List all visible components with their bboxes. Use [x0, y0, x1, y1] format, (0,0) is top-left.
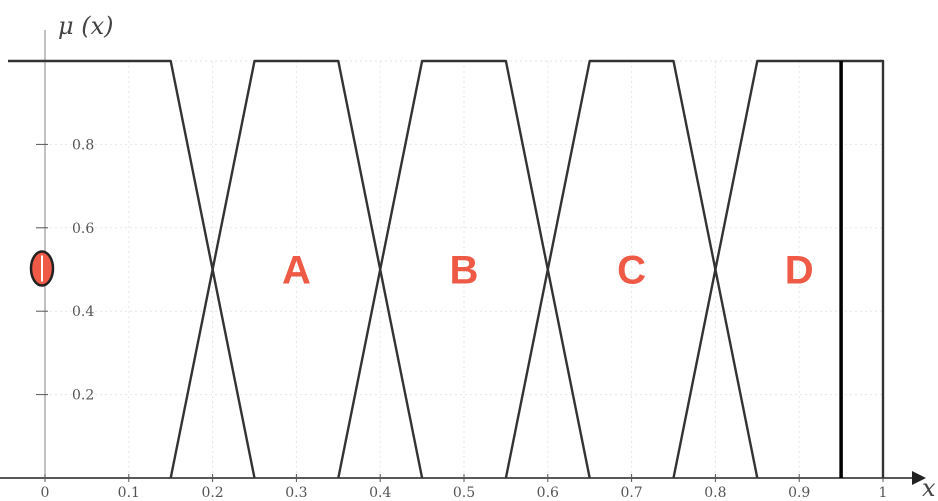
x-tick-label: 0.3 [285, 485, 307, 501]
x-tick-label: 1 [879, 485, 888, 501]
membership-functions [8, 59, 885, 479]
x-tick-label: 0.8 [704, 485, 726, 501]
y-tick-label: 0.8 [72, 137, 94, 153]
set-labels: OABCD [29, 249, 814, 293]
series-line-o [45, 59, 256, 479]
x-tick-label: 0.4 [369, 485, 391, 501]
set-label-d: D [785, 249, 814, 293]
y-tick-label: 0.4 [72, 304, 94, 320]
x-axis-arrow [912, 471, 926, 485]
y-tick-label: 0.6 [72, 221, 94, 237]
x-tick-label: 0.2 [201, 485, 223, 501]
x-tick-label: 0 [41, 485, 50, 501]
x-tick-label: 0.9 [788, 485, 810, 501]
set-label-c: C [617, 249, 646, 293]
axes: 0 0.1 0.2 0.3 0.4 0.5 0.6 0.7 0.8 0.9 1 0.2 0.4 0.6 0.… [0, 12, 936, 501]
y-axis-label: μ (x) [58, 12, 114, 40]
x-tick-label: 0.5 [453, 485, 475, 501]
y-tick-label: 0.2 [72, 388, 94, 404]
series-line-d [672, 59, 885, 479]
x-axis-label: x [922, 474, 936, 501]
x-tick-label: 0.1 [118, 485, 140, 501]
x-tick-label: 0.7 [620, 485, 642, 501]
x-tick-label: 0.6 [537, 485, 559, 501]
set-label-b: B [450, 249, 479, 293]
set-label-a: A [282, 249, 311, 293]
